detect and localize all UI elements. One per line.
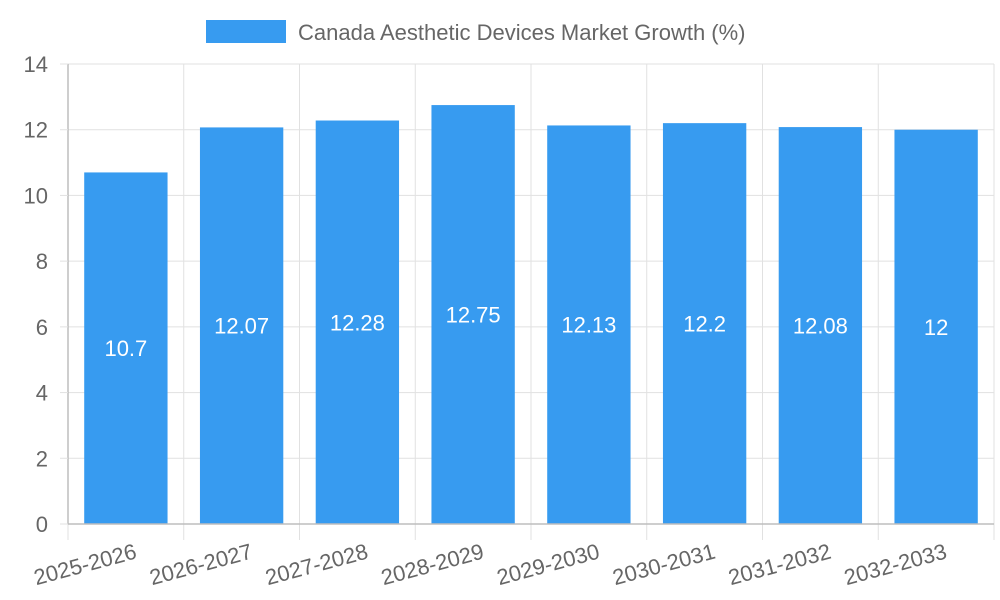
y-tick-label: 12 bbox=[24, 118, 48, 143]
bar-value-label: 12.28 bbox=[330, 310, 385, 335]
bar-value-label: 12.13 bbox=[561, 313, 616, 338]
bar bbox=[778, 127, 863, 524]
bar bbox=[84, 172, 168, 524]
x-tick-label: 2025-2026 bbox=[31, 539, 139, 590]
bar-value-label: 10.7 bbox=[104, 336, 147, 361]
legend-label: Canada Aesthetic Devices Market Growth (… bbox=[298, 20, 746, 45]
y-tick-label: 8 bbox=[36, 249, 48, 274]
x-tick-label: 2028-2029 bbox=[378, 539, 486, 590]
y-tick-label: 2 bbox=[36, 446, 48, 471]
x-tick-label: 2032-2033 bbox=[841, 539, 949, 590]
bar-value-label: 12.2 bbox=[683, 312, 726, 337]
x-tick-label: 2027-2028 bbox=[263, 539, 371, 590]
y-tick-label: 4 bbox=[36, 381, 48, 406]
bar bbox=[547, 125, 631, 524]
y-tick-label: 14 bbox=[24, 52, 48, 77]
y-tick-label: 0 bbox=[36, 512, 48, 537]
x-tick-label: 2026-2027 bbox=[147, 539, 255, 590]
legend: Canada Aesthetic Devices Market Growth (… bbox=[206, 20, 746, 45]
x-tick-label: 2029-2030 bbox=[494, 539, 602, 590]
bar-value-label: 12 bbox=[924, 315, 948, 340]
legend-swatch bbox=[206, 20, 286, 43]
y-tick-label: 6 bbox=[36, 315, 48, 340]
bars bbox=[84, 105, 978, 525]
x-tick-label: 2031-2032 bbox=[726, 539, 834, 590]
y-tick-label: 10 bbox=[24, 183, 48, 208]
data-labels: 10.7 12.07 12.28 12.75 12.13 12.2 12.08 12 bbox=[104, 303, 948, 362]
x-tick-label: 2030-2031 bbox=[610, 539, 718, 590]
bar-value-label: 12.08 bbox=[793, 314, 848, 339]
x-axis-ticks: 2025-2026 2026-2027 2027-2028 2028-2029 2029… bbox=[31, 539, 949, 590]
y-axis-ticks: 0 2 4 6 8 10 12 14 bbox=[24, 52, 68, 537]
axes bbox=[67, 64, 994, 525]
bar bbox=[662, 123, 747, 525]
bar bbox=[894, 129, 978, 524]
bar bbox=[315, 120, 400, 524]
bar-value-label: 12.75 bbox=[446, 303, 501, 328]
bar-value-label: 12.07 bbox=[214, 314, 269, 339]
bar bbox=[199, 127, 284, 525]
bar bbox=[431, 105, 515, 525]
